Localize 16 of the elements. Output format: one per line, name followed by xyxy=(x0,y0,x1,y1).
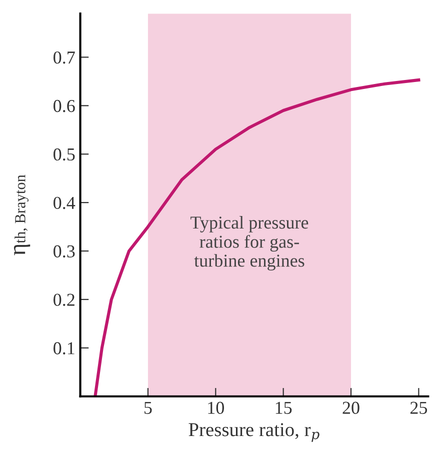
band-label: Typical pressure ratios for gas- turbine engines xyxy=(190,216,308,271)
y-tick-label: 0.1 xyxy=(54,342,74,354)
x-tick-label: 10 xyxy=(208,402,224,414)
y-tick-label: 0.3 xyxy=(54,245,75,258)
line-series xyxy=(94,78,420,396)
x-tick-label: 20 xyxy=(342,402,360,414)
x-axis-title: Pressure ratio, r$_{p}$ xyxy=(188,423,320,442)
x-tick-label: 15 xyxy=(276,402,292,414)
x-tick-label: 25 xyxy=(410,402,428,414)
y-tick-label: 0.2 xyxy=(54,294,74,306)
y-tick-label: 0.6 xyxy=(54,100,75,112)
y-tick-label: 0.7 xyxy=(54,51,75,64)
x-tick-label: 5 xyxy=(144,402,152,414)
y-axis-title: ηth, Brayton xyxy=(14,174,30,256)
y-tick-label: 0.5 xyxy=(54,148,75,161)
y-tick-label: 0.4 xyxy=(54,196,76,210)
